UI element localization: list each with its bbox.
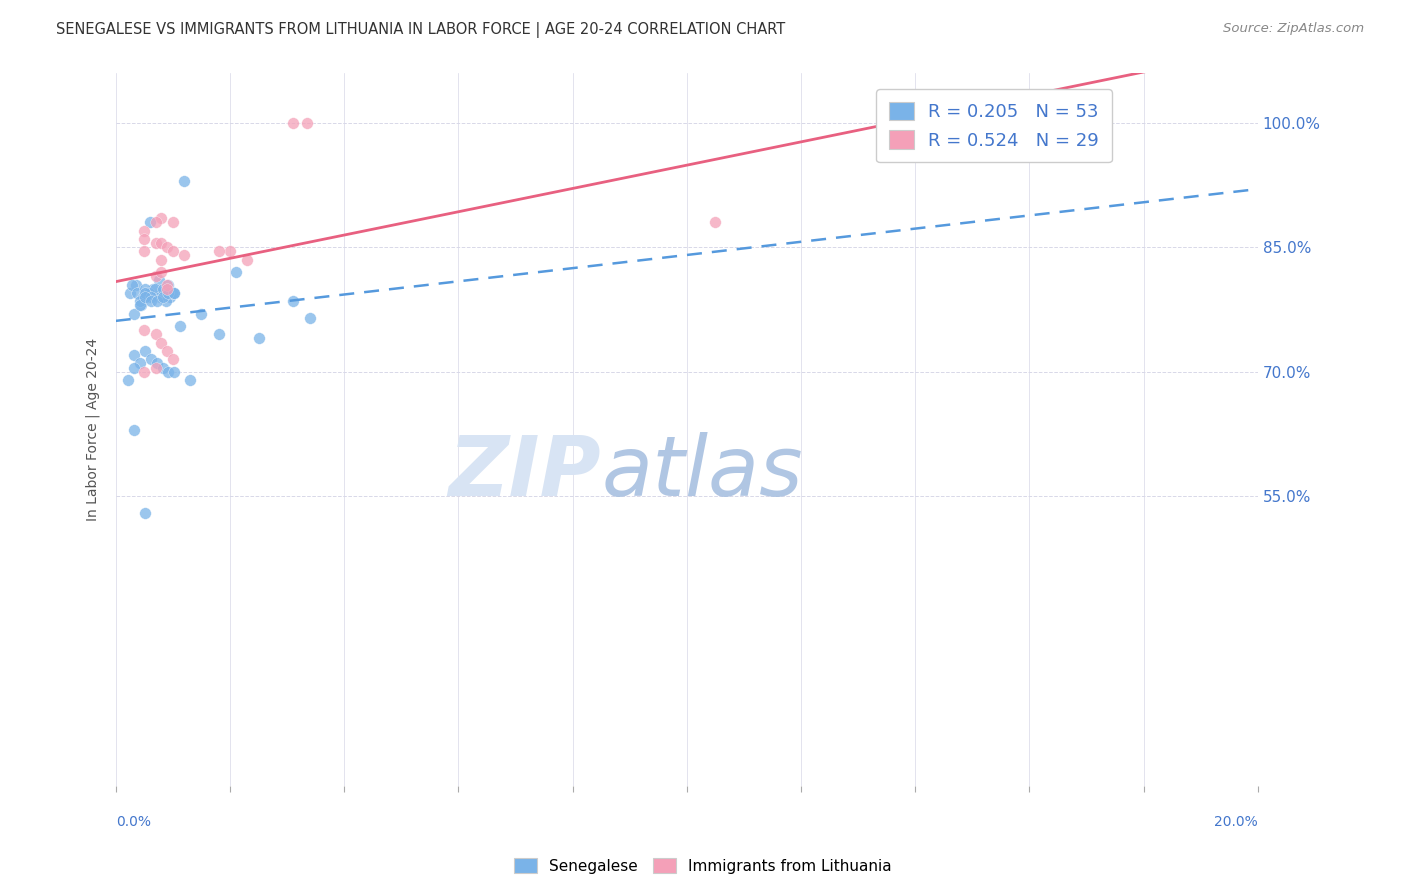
Point (156, 343, 179, 358)
Point (156, 282, 179, 296)
Point (145, 360, 167, 375)
Point (132, 290, 155, 304)
Point (298, 310, 321, 325)
Point (150, 265, 173, 279)
Point (157, 365, 180, 379)
Text: Source: ZipAtlas.com: Source: ZipAtlas.com (1223, 22, 1364, 36)
Point (128, 356, 150, 370)
Point (141, 290, 163, 304)
Point (122, 307, 145, 321)
Legend: R = 0.205   N = 53, R = 0.524   N = 29: R = 0.205 N = 53, R = 0.524 N = 29 (876, 89, 1112, 162)
Point (162, 215, 184, 229)
Point (121, 277, 143, 292)
Point (122, 348, 145, 362)
Point (150, 252, 173, 267)
Point (143, 282, 166, 296)
Point (125, 277, 148, 292)
Point (134, 224, 156, 238)
Text: 0.0%: 0.0% (115, 815, 150, 829)
Point (150, 235, 173, 250)
Point (122, 423, 145, 437)
Point (163, 285, 186, 300)
Point (219, 244, 242, 259)
Point (134, 323, 156, 337)
Point (159, 290, 181, 304)
Point (149, 290, 172, 304)
Point (131, 298, 153, 312)
Point (155, 294, 177, 309)
Point (162, 352, 184, 367)
Point (134, 365, 156, 379)
Point (145, 269, 167, 284)
Point (127, 285, 149, 300)
Point (152, 282, 174, 296)
Text: atlas: atlas (602, 432, 803, 513)
Point (118, 285, 141, 300)
Point (190, 307, 212, 321)
Point (153, 282, 176, 296)
Point (160, 285, 183, 300)
Point (247, 331, 270, 345)
Point (295, 116, 318, 130)
Text: ZIP: ZIP (449, 432, 602, 513)
Point (117, 373, 139, 387)
Point (152, 360, 174, 375)
Point (145, 235, 167, 250)
Point (139, 215, 162, 229)
Point (150, 211, 173, 226)
Point (136, 290, 159, 304)
Point (134, 282, 156, 296)
Text: 20.0%: 20.0% (1215, 815, 1258, 829)
Point (225, 265, 247, 279)
Point (207, 244, 229, 259)
Point (150, 335, 173, 350)
Point (138, 285, 160, 300)
Y-axis label: In Labor Force | Age 20-24: In Labor Force | Age 20-24 (86, 338, 100, 521)
Point (169, 318, 191, 333)
Legend: Senegalese, Immigrants from Lithuania: Senegalese, Immigrants from Lithuania (508, 852, 898, 880)
Point (156, 277, 179, 292)
Point (141, 352, 163, 367)
Point (128, 294, 150, 309)
Point (179, 373, 201, 387)
Point (128, 298, 150, 312)
Point (145, 327, 167, 342)
Point (207, 327, 229, 342)
Point (173, 174, 195, 188)
Point (134, 343, 156, 358)
Point (156, 240, 179, 254)
Point (142, 282, 165, 296)
Point (141, 294, 163, 309)
Text: SENEGALESE VS IMMIGRANTS FROM LITHUANIA IN LABOR FORCE | AGE 20-24 CORRELATION C: SENEGALESE VS IMMIGRANTS FROM LITHUANIA … (56, 22, 786, 38)
Point (148, 273, 170, 287)
Point (236, 252, 259, 267)
Point (163, 365, 186, 379)
Point (134, 506, 156, 520)
Point (122, 360, 145, 375)
Point (134, 244, 156, 259)
Point (281, 294, 304, 309)
Point (146, 294, 169, 309)
Point (157, 285, 180, 300)
Point (152, 290, 174, 304)
Point (163, 285, 186, 300)
Point (134, 290, 156, 304)
Point (134, 285, 156, 300)
Point (162, 244, 184, 259)
Point (146, 356, 169, 370)
Point (145, 215, 167, 229)
Point (173, 248, 195, 262)
Point (704, 215, 727, 229)
Point (281, 116, 304, 130)
Point (157, 277, 180, 292)
Point (134, 232, 156, 246)
